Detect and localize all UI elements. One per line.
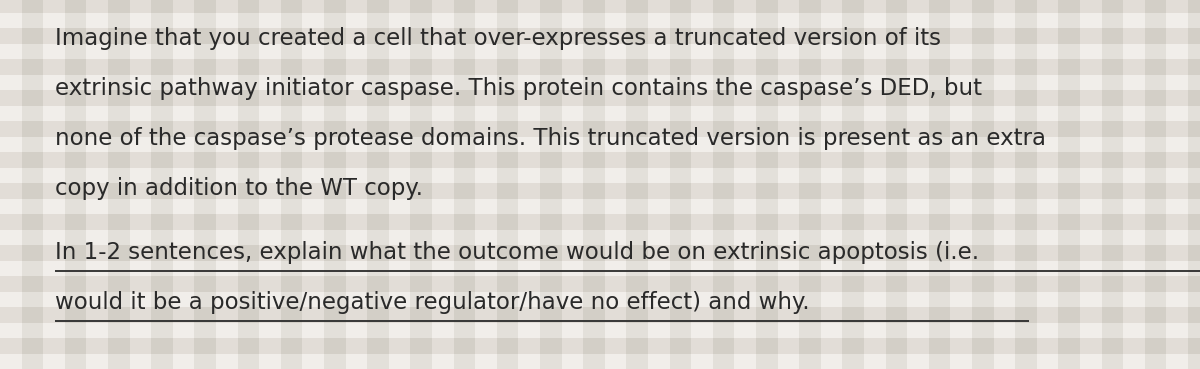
Bar	[626, 0, 648, 369]
Bar	[0, 106, 1200, 121]
Bar	[799, 0, 821, 369]
Bar	[1166, 0, 1188, 369]
Bar	[0, 168, 1200, 183]
Text: would it be a positive/negative regulator/have no effect) and why.: would it be a positive/negative regulato…	[55, 292, 810, 314]
Bar	[173, 0, 194, 369]
Bar	[151, 0, 173, 369]
Bar	[670, 0, 691, 369]
Bar	[907, 0, 929, 369]
Bar	[0, 44, 1200, 59]
Bar	[389, 0, 410, 369]
Bar	[65, 0, 86, 369]
Bar	[216, 0, 238, 369]
Bar	[0, 28, 1200, 44]
Bar	[0, 90, 1200, 106]
Bar	[0, 292, 1200, 307]
Bar	[324, 0, 346, 369]
Bar	[518, 0, 540, 369]
Bar	[367, 0, 389, 369]
Bar	[259, 0, 281, 369]
Bar	[0, 338, 1200, 354]
Bar	[0, 230, 1200, 245]
Bar	[0, 307, 1200, 323]
Bar	[1188, 0, 1200, 369]
Bar	[346, 0, 367, 369]
Bar	[194, 0, 216, 369]
Bar	[454, 0, 475, 369]
Bar	[108, 0, 130, 369]
Text: copy in addition to the WT copy.: copy in addition to the WT copy.	[55, 176, 424, 200]
Bar	[648, 0, 670, 369]
Bar	[842, 0, 864, 369]
Bar	[0, 137, 1200, 152]
Bar	[43, 0, 65, 369]
Bar	[583, 0, 605, 369]
Bar	[0, 276, 1200, 292]
Bar	[1037, 0, 1058, 369]
Bar	[756, 0, 778, 369]
Bar	[432, 0, 454, 369]
Bar	[0, 13, 1200, 28]
Bar	[1145, 0, 1166, 369]
Bar	[734, 0, 756, 369]
Bar	[0, 261, 1200, 276]
Bar	[0, 199, 1200, 214]
Bar	[0, 75, 1200, 90]
Bar	[86, 0, 108, 369]
Bar	[1123, 0, 1145, 369]
Bar	[475, 0, 497, 369]
Text: extrinsic pathway initiator caspase. This protein contains the caspase’s DED, bu: extrinsic pathway initiator caspase. Thi…	[55, 76, 982, 100]
Bar	[691, 0, 713, 369]
Bar	[0, 59, 1200, 75]
Bar	[22, 0, 43, 369]
Bar	[302, 0, 324, 369]
Bar	[886, 0, 907, 369]
Bar	[0, 354, 1200, 369]
Bar	[1102, 0, 1123, 369]
Bar	[0, 0, 1200, 13]
Bar	[605, 0, 626, 369]
Bar	[497, 0, 518, 369]
Bar	[0, 0, 22, 369]
Bar	[972, 0, 994, 369]
Bar	[950, 0, 972, 369]
Text: Imagine that you created a cell that over-expresses a truncated version of its: Imagine that you created a cell that ove…	[55, 27, 941, 49]
Bar	[281, 0, 302, 369]
Bar	[0, 214, 1200, 230]
Bar	[929, 0, 950, 369]
Bar	[821, 0, 842, 369]
Bar	[0, 323, 1200, 338]
Bar	[0, 152, 1200, 168]
Text: In 1-2 sentences, explain what the outcome would be on extrinsic apoptosis (i.e.: In 1-2 sentences, explain what the outco…	[55, 241, 979, 265]
Text: none of the caspase’s protease domains. This truncated version is present as an : none of the caspase’s protease domains. …	[55, 127, 1046, 149]
Bar	[778, 0, 799, 369]
Bar	[864, 0, 886, 369]
Bar	[1080, 0, 1102, 369]
Bar	[130, 0, 151, 369]
Bar	[0, 121, 1200, 137]
Bar	[1015, 0, 1037, 369]
Bar	[540, 0, 562, 369]
Bar	[410, 0, 432, 369]
Bar	[562, 0, 583, 369]
Bar	[994, 0, 1015, 369]
Bar	[713, 0, 734, 369]
Bar	[0, 183, 1200, 199]
Bar	[0, 245, 1200, 261]
Bar	[1058, 0, 1080, 369]
Bar	[238, 0, 259, 369]
